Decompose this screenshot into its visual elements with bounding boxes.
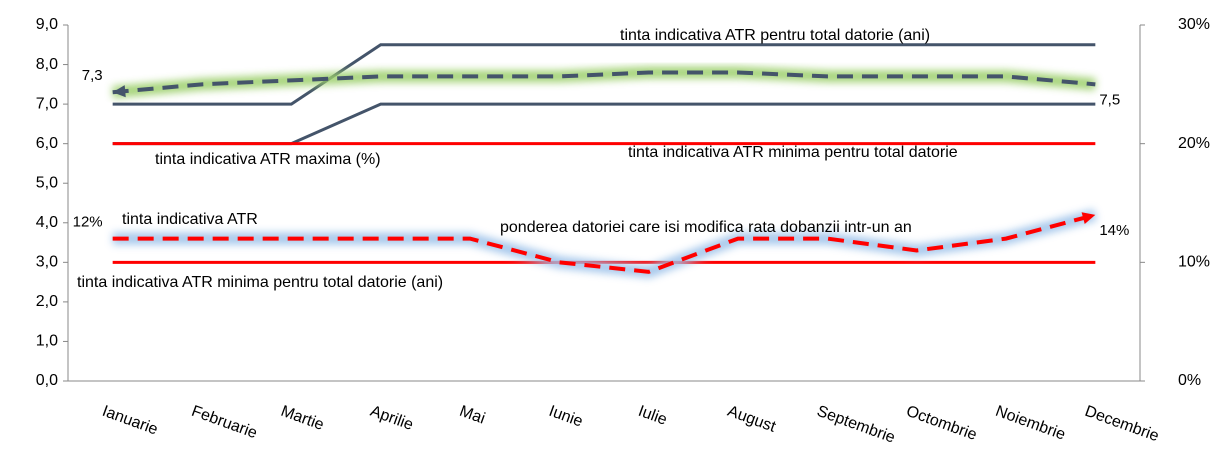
x-tick-label: Ianuarie (100, 403, 160, 439)
arrow-head (112, 85, 126, 98)
y2-tick-label: 10% (1178, 254, 1210, 271)
x-tick-label: Decembrie (1083, 403, 1162, 445)
x-tick-label: Iulie (636, 403, 669, 429)
y-tick-label: 1,0 (36, 333, 58, 350)
series-line (112, 102, 1096, 146)
value-label: 14% (1099, 222, 1129, 239)
y-tick-label: 7,0 (36, 95, 58, 112)
x-tick-label: Noiembrie (993, 403, 1067, 444)
y-tick-label: 0,0 (36, 372, 58, 389)
x-tick-label: Septembrie (815, 403, 898, 447)
y2-tick-label: 20% (1178, 135, 1210, 152)
value-label: 7,5 (1099, 91, 1120, 108)
y-tick-label: 9,0 (36, 16, 58, 33)
series-line (112, 212, 1096, 274)
y2-tick-label: 30% (1178, 16, 1210, 33)
x-tick-label: Aprilie (368, 403, 416, 434)
value-label: 7,3 (82, 67, 103, 84)
y-tick-label: 8,0 (36, 56, 58, 73)
x-tick-label: Martie (279, 403, 327, 434)
series-label: ponderea datoriei care isi modifica rata… (500, 219, 912, 236)
x-tick-label: Februarie (189, 403, 259, 442)
y-tick-label: 4,0 (36, 214, 58, 231)
series-label: tinta indicativa ATR minima pentru total… (628, 144, 958, 161)
series-line (112, 43, 1096, 106)
y-tick-label: 2,0 (36, 293, 58, 310)
y-tick-label: 6,0 (36, 135, 58, 152)
y-tick-label: 3,0 (36, 254, 58, 271)
x-tick-label: August (725, 403, 778, 436)
series-label: tinta indicativa ATR (122, 211, 258, 228)
x-tick-label: Iunie (547, 403, 586, 431)
value-label: 12% (73, 214, 103, 231)
annotation: tinta indicativa ATR minima pentru total… (77, 274, 443, 291)
series-label: tinta indicativa ATR pentru total datori… (620, 27, 930, 44)
series-label: tinta indicativa ATR maxima (%) (155, 151, 381, 168)
y2-tick-label: 0% (1178, 372, 1201, 389)
x-tick-label: Mai (457, 403, 487, 428)
series-line (112, 70, 1096, 95)
arrow-head (1081, 212, 1096, 224)
x-tick-label: Octombrie (904, 403, 979, 444)
y-tick-label: 5,0 (36, 174, 58, 191)
